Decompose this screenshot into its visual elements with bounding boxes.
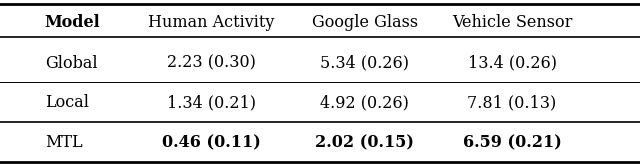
Text: 0.46 (0.11): 0.46 (0.11) <box>162 134 260 151</box>
Text: Global: Global <box>45 55 97 72</box>
Text: 5.34 (0.26): 5.34 (0.26) <box>320 55 410 72</box>
Text: 6.59 (0.21): 6.59 (0.21) <box>463 134 561 151</box>
Text: 7.81 (0.13): 7.81 (0.13) <box>467 94 557 111</box>
Text: 13.4 (0.26): 13.4 (0.26) <box>467 55 557 72</box>
Text: Local: Local <box>45 94 89 111</box>
Text: 4.92 (0.26): 4.92 (0.26) <box>321 94 409 111</box>
Text: Model: Model <box>45 14 100 31</box>
Text: 1.34 (0.21): 1.34 (0.21) <box>166 94 256 111</box>
Text: Google Glass: Google Glass <box>312 14 418 31</box>
Text: 2.02 (0.15): 2.02 (0.15) <box>316 134 414 151</box>
Text: 2.23 (0.30): 2.23 (0.30) <box>167 55 255 72</box>
Text: Human Activity: Human Activity <box>148 14 275 31</box>
Text: Vehicle Sensor: Vehicle Sensor <box>452 14 572 31</box>
Text: MTL: MTL <box>45 134 83 151</box>
